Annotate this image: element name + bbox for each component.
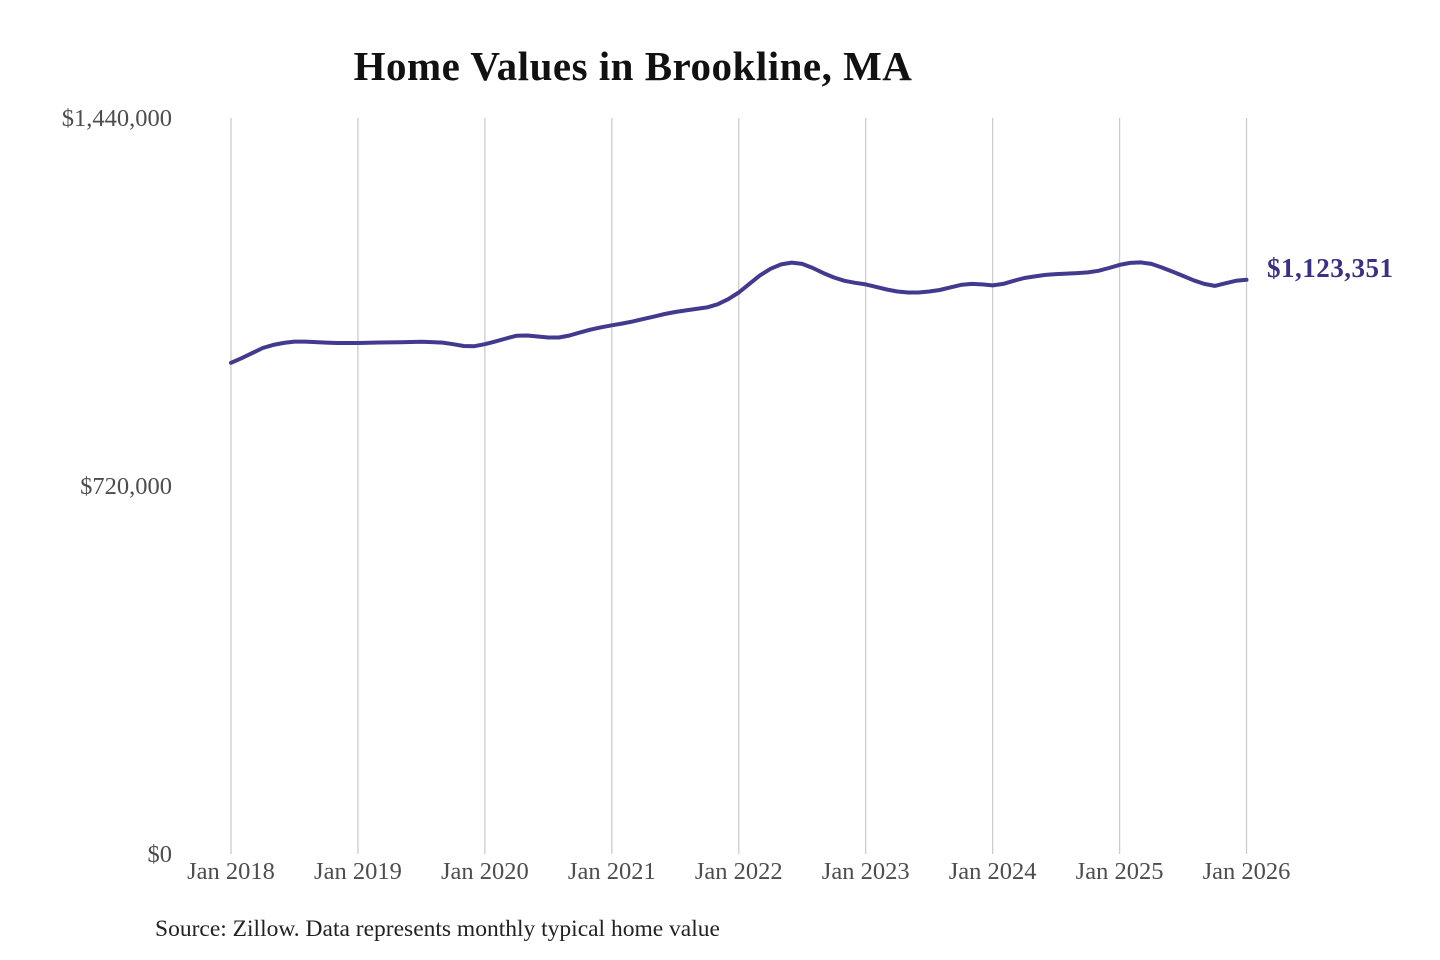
home-value-line [229, 260, 1249, 365]
y-tick-label: $720,000 [80, 473, 172, 500]
x-tick-label: Jan 2018 [187, 858, 275, 885]
y-tick-label: $0 [148, 841, 173, 868]
x-tick-label: Jan 2019 [314, 858, 402, 885]
x-tick-label: Jan 2021 [568, 858, 656, 885]
x-tick-label: Jan 2024 [949, 858, 1037, 885]
x-tick-label: Jan 2025 [1076, 858, 1164, 885]
x-tick-label: Jan 2020 [441, 858, 529, 885]
y-tick-label: $1,440,000 [62, 105, 172, 132]
latest-value-label: $1,123,351 [1267, 253, 1394, 283]
x-tick-label: Jan 2022 [695, 858, 783, 885]
x-tick-label: Jan 2026 [1203, 858, 1291, 885]
x-tick-label: Jan 2023 [822, 858, 910, 885]
source-note: Source: Zillow. Data represents monthly … [155, 916, 720, 942]
chart-title: Home Values in Brookline, MA [353, 43, 913, 89]
